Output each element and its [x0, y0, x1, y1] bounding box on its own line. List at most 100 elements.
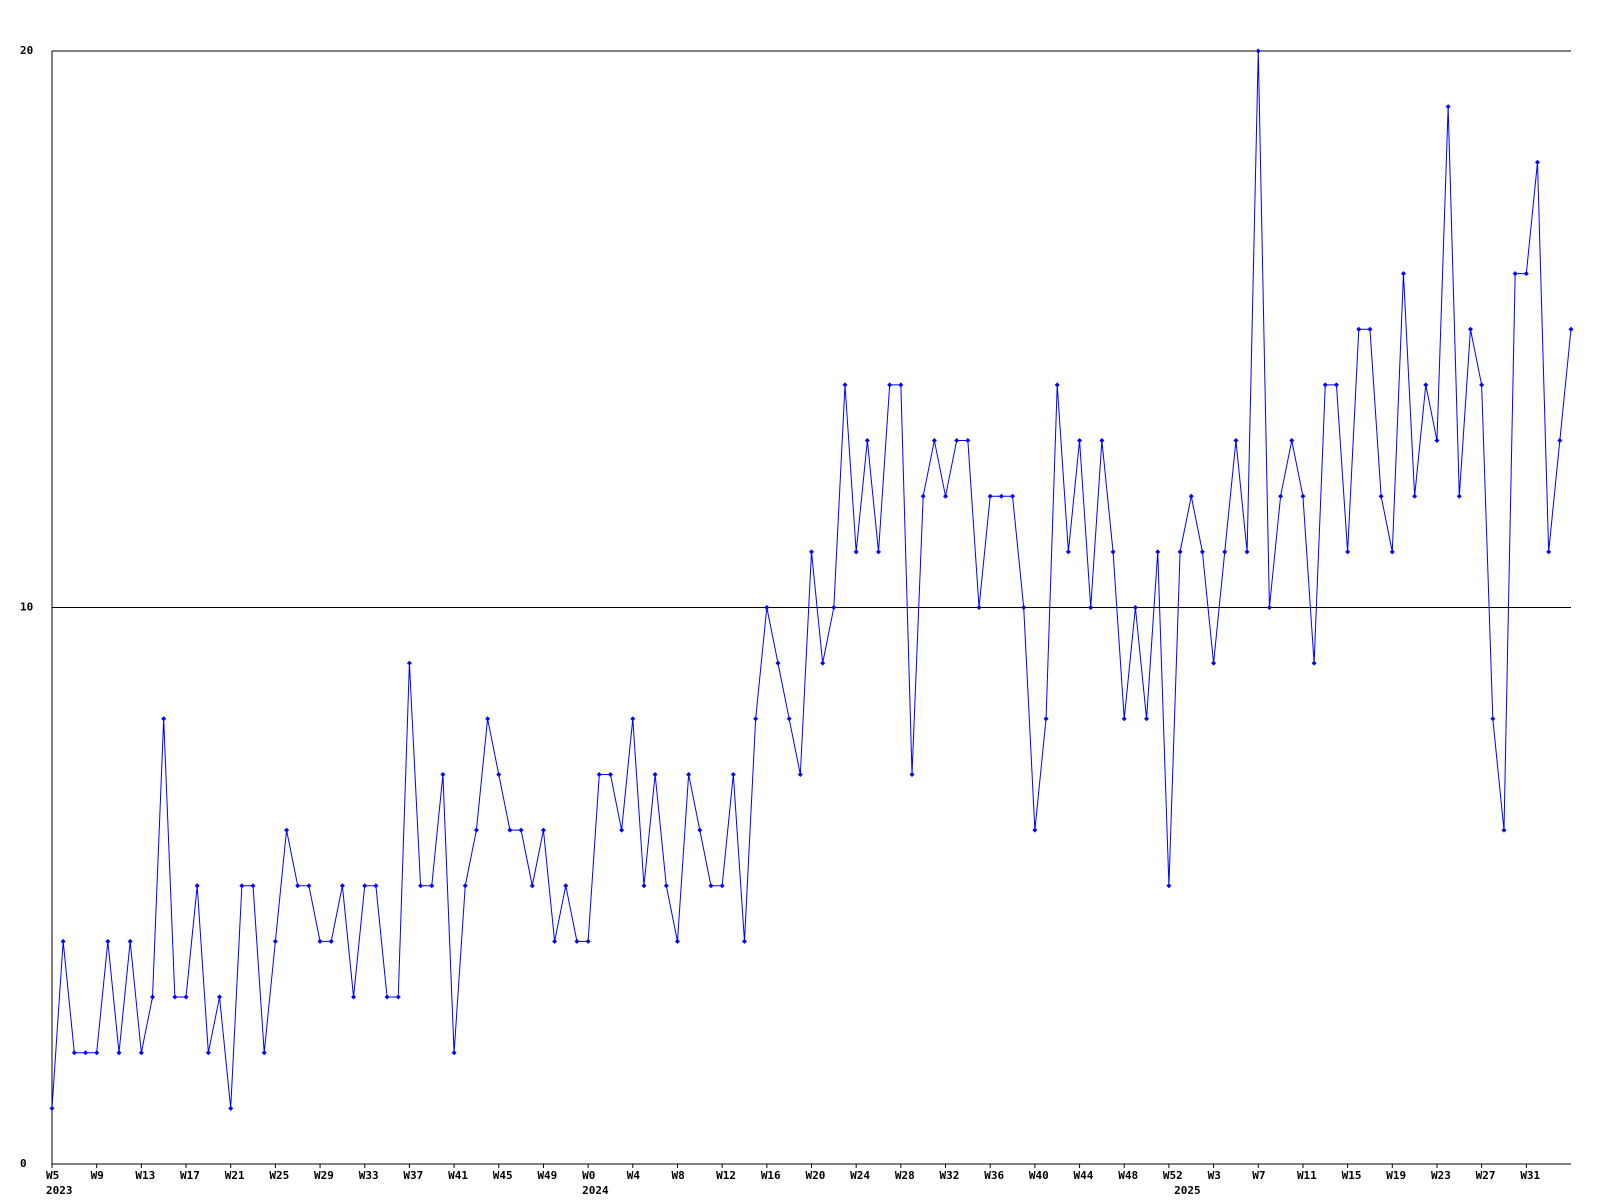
point [194, 883, 200, 889]
point [1132, 605, 1138, 610]
x-tick-label: W49 [537, 1169, 557, 1182]
x-tick-label: W11 [1297, 1169, 1317, 1182]
x-tick-label: W32 [940, 1169, 960, 1182]
point [1534, 159, 1540, 165]
x-tick-label: W15 [1342, 1169, 1362, 1182]
point [1289, 438, 1295, 444]
point [641, 883, 647, 889]
point [887, 382, 893, 388]
point [406, 660, 412, 666]
point [83, 1050, 89, 1056]
point [619, 827, 625, 833]
point [786, 716, 792, 722]
x-tick-label: W5 [46, 1169, 59, 1182]
point [306, 883, 312, 889]
point [931, 438, 937, 444]
point [1099, 438, 1105, 444]
point [1177, 549, 1183, 555]
x-tick-label: W48 [1118, 1169, 1138, 1182]
point [172, 994, 178, 1000]
x-tick-label: W24 [850, 1169, 870, 1182]
point [1412, 493, 1418, 499]
point [150, 994, 156, 1000]
point [1088, 605, 1094, 610]
year-label: 2023 [46, 1184, 73, 1197]
point [797, 771, 803, 777]
point [1445, 104, 1451, 110]
y-tick-label: 20 [20, 44, 33, 57]
point [1389, 549, 1395, 555]
point [1523, 271, 1529, 277]
x-tick-label: W52 [1163, 1169, 1183, 1182]
point [462, 883, 468, 889]
x-tick-label: W36 [984, 1169, 1004, 1182]
point [217, 994, 223, 1000]
point [1333, 382, 1339, 388]
point [1278, 493, 1284, 499]
point [674, 938, 680, 944]
point [1222, 549, 1228, 555]
point [1255, 48, 1261, 54]
point [1423, 382, 1429, 388]
x-tick-label: W19 [1386, 1169, 1406, 1182]
point [965, 438, 971, 444]
point [864, 438, 870, 444]
point [1054, 382, 1060, 388]
point [920, 493, 926, 499]
x-tick-label: W33 [359, 1169, 379, 1182]
point [261, 1050, 267, 1056]
point [1311, 660, 1317, 666]
point [730, 771, 736, 777]
point [351, 994, 357, 1000]
x-tick-label: W17 [180, 1169, 200, 1182]
point [708, 883, 714, 889]
point [60, 938, 66, 944]
x-tick-label: W28 [895, 1169, 915, 1182]
x-tick-label: W37 [403, 1169, 423, 1182]
point [741, 938, 747, 944]
point [686, 771, 692, 777]
point [1300, 493, 1306, 499]
point [440, 771, 446, 777]
point [1345, 549, 1351, 555]
point [317, 938, 323, 944]
point [138, 1050, 144, 1056]
point [1367, 326, 1373, 332]
x-tick-label: W7 [1252, 1169, 1265, 1182]
point [94, 1050, 100, 1056]
point [373, 883, 379, 889]
point [1546, 549, 1552, 555]
point [272, 938, 278, 944]
x-tick-label: W21 [225, 1169, 245, 1182]
point [552, 938, 558, 944]
point [485, 716, 491, 722]
point [362, 883, 368, 889]
point [652, 771, 658, 777]
point [607, 771, 613, 777]
point [1512, 271, 1518, 277]
point [1266, 605, 1272, 610]
x-tick-label: W20 [806, 1169, 826, 1182]
point [842, 382, 848, 388]
point [1188, 493, 1194, 499]
point [418, 883, 424, 889]
x-tick-label: W16 [761, 1169, 781, 1182]
point [1557, 438, 1563, 444]
point [753, 716, 759, 722]
point [1110, 549, 1116, 555]
point [1155, 549, 1161, 555]
point [295, 883, 301, 889]
point [1490, 716, 1496, 722]
point [1400, 271, 1406, 277]
point [809, 549, 814, 555]
point [853, 549, 859, 555]
point [1021, 605, 1027, 610]
point [339, 883, 345, 889]
y-tick-label: 10 [20, 601, 33, 614]
point [1032, 827, 1038, 833]
point [909, 771, 915, 777]
x-tick-label: W27 [1476, 1169, 1496, 1182]
point [451, 1050, 457, 1056]
